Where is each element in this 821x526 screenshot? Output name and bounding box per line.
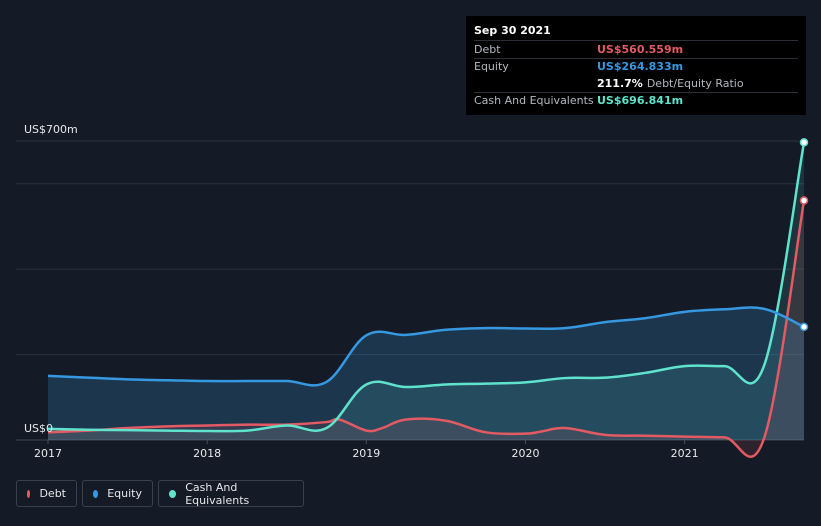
legend-item-debt[interactable]: Debt [16, 480, 77, 507]
cash-and-equivalents-end-marker [799, 138, 809, 147]
tooltip-panel: Sep 30 2021 Debt US$560.559m Equity US$2… [466, 16, 806, 115]
x-tick-label: 2020 [511, 447, 539, 460]
tooltip-date: Sep 30 2021 [474, 24, 551, 37]
tooltip-row-ratio: 211.7% Debt/Equity Ratio [474, 75, 798, 92]
tooltip-row-cash: Cash And Equivalents US$696.841m [474, 91, 798, 110]
debt-end-marker [799, 196, 809, 205]
legend-item-equity[interactable]: Equity [82, 480, 153, 507]
tooltip-label: Equity [474, 60, 509, 74]
cash-and-equivalents-line [47, 142, 806, 433]
tooltip-value-debt: US$560.559m [597, 42, 684, 56]
equity-end-marker [799, 322, 809, 332]
tooltip-value-ratio: 211.7% [597, 76, 643, 90]
cash-and-equivalents-area [48, 142, 804, 440]
legend-label: Debt [39, 487, 66, 500]
equity-line [47, 306, 805, 387]
equity-legend-dot-icon [93, 489, 99, 498]
equity-area [48, 307, 804, 440]
tooltip-label: Cash And Equivalents [474, 94, 594, 108]
debt-legend-dot-icon [27, 489, 31, 498]
x-tick-label: 2019 [352, 447, 380, 460]
y-tick-label: US$0 [24, 422, 53, 435]
tooltip-label: Debt [474, 42, 501, 56]
x-tick-label: 2017 [34, 447, 62, 460]
tooltip-value-equity: US$264.833m [597, 60, 684, 74]
x-tick-label: 2021 [671, 447, 699, 460]
legend-item-cash[interactable]: Cash And Equivalents [158, 480, 304, 507]
debt-line [47, 200, 806, 458]
y-tick-label: US$700m [24, 123, 78, 136]
x-tick-label: 2018 [193, 447, 221, 460]
legend-label: Cash And Equivalents [185, 480, 250, 507]
tooltip-row-equity: Equity US$264.833m [474, 57, 798, 76]
tooltip-ratio-label: Debt/Equity Ratio [646, 76, 744, 90]
tooltip-value-cash: US$696.841m [597, 94, 684, 108]
tooltip-row-debt: Debt US$560.559m [474, 40, 798, 58]
cash-legend-dot-icon [169, 489, 177, 498]
legend-label: Equity [107, 487, 142, 500]
